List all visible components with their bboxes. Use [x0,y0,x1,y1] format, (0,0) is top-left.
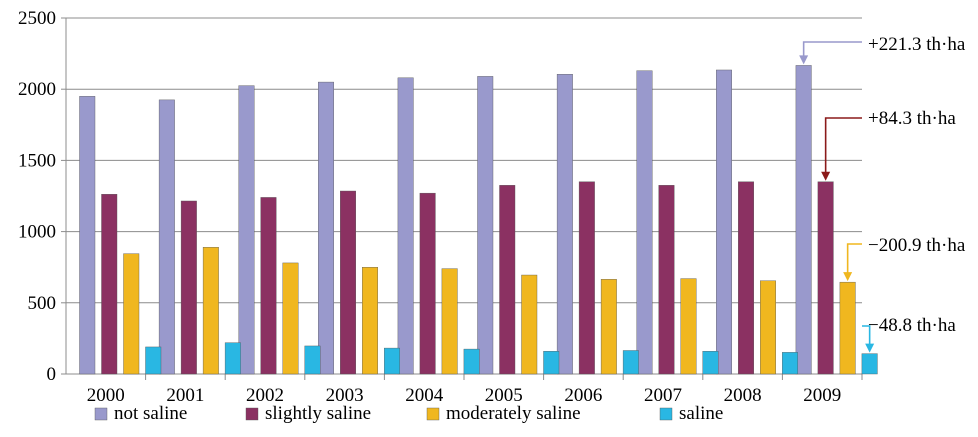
bar-moderately-saline-2008 [760,280,776,375]
bar-slightly-saline-2009 [817,181,834,375]
bar-saline-2001 [224,342,241,375]
bar-slightly-saline-2000 [101,194,118,375]
bar-not-saline-2003 [318,81,334,375]
x-tick-label: 2003 [326,385,364,406]
x-tick-label: 2002 [246,385,284,406]
bar-slightly-saline-2004 [419,192,436,375]
bar-slightly-saline-2001 [180,200,197,375]
x-tick-label: 2009 [803,385,841,406]
y-tick-label: 2500 [18,8,56,29]
bar-not-saline-2005 [477,76,494,375]
y-tick-label: 2000 [18,79,56,100]
bar-not-saline-2004 [397,77,414,375]
legend-label-saline: saline [679,403,723,424]
x-tick-label: 2005 [485,385,523,406]
legend-swatch-slightly-saline [245,407,259,421]
bar-not-saline-2000 [79,96,96,375]
bar-not-saline-2006 [556,74,573,375]
bar-slightly-saline-2002 [260,197,277,375]
x-tick-label: 2004 [405,385,444,406]
annotation-arrow-line [802,41,862,58]
bar-not-saline-2007 [636,70,653,375]
annotation-arrowhead [843,272,853,282]
bar-moderately-saline-2007 [680,278,697,375]
x-tick-label: 2006 [564,385,602,406]
bar-slightly-saline-2003 [340,190,356,375]
legend-label-not-saline: not saline [114,403,187,424]
bar-not-saline-2001 [158,99,175,375]
bar-moderately-saline-2005 [521,274,538,375]
bar-saline-2004 [463,348,480,375]
annotation-arrow-line [862,325,871,346]
legend-swatch-not-saline [94,407,108,421]
bar-saline-2002 [304,345,321,375]
legend-swatch-saline [659,407,673,421]
bar-moderately-saline-2000 [123,253,140,375]
annotation-label: −48.8 th·ha [868,315,956,336]
x-tick-label: 2007 [644,385,682,406]
annotation-label: +84.3 th·ha [868,108,956,129]
bar-saline-2006 [622,350,639,375]
x-tick-label: 2000 [87,385,125,406]
bar-saline-2009 [861,353,878,375]
y-tick-label: 500 [28,293,57,314]
bar-slightly-saline-2005 [499,185,516,375]
annotation-arrowhead [799,55,809,65]
annotation-arrow-line [846,243,862,275]
annotation-label: −200.9 th·ha [868,235,966,256]
bar-slightly-saline-2006 [578,181,595,375]
bar-moderately-saline-2009 [839,281,856,375]
bar-moderately-saline-2001 [202,247,219,375]
bar-slightly-saline-2007 [658,185,675,375]
legend-swatch-moderately-saline [426,407,440,421]
annotation-arrowhead [821,171,831,181]
bar-moderately-saline-2002 [282,262,299,375]
legend-label-slightly-saline: slightly saline [265,403,371,424]
y-tick-label: 1000 [18,222,56,243]
bar-moderately-saline-2006 [600,279,617,375]
y-tick-label: 1500 [18,150,56,171]
tick-labels: 0 500 1000 1500 2000 2500 2000 2001 2002 2003 2004… [18,8,841,406]
legend: not saline slightly saline moderately sali… [94,403,723,424]
bar-saline-2008 [782,352,798,375]
annotation-arrowhead [865,343,875,353]
bar-slightly-saline-2008 [738,181,754,375]
annotations: +221.3 th·ha +84.3 th·ha −200.9 th·ha −48.8… [799,34,966,353]
bar-saline-2000 [145,346,162,375]
bar-saline-2007 [702,351,719,375]
bar-moderately-saline-2004 [441,268,458,375]
annotation-label: +221.3 th·ha [868,34,966,55]
bar-not-saline-2008 [716,69,732,375]
legend-label-moderately-saline: moderately saline [446,403,581,424]
y-tick-label: 0 [47,364,57,385]
bar-not-saline-2002 [238,85,255,375]
annotation-arrow-line [824,117,862,174]
bar-moderately-saline-2003 [362,267,378,375]
bar-saline-2005 [543,351,560,375]
bar-not-saline-2009 [795,65,812,375]
bar-saline-2003 [384,347,400,375]
bars [79,65,878,375]
x-tick-label: 2001 [166,385,204,406]
x-tick-label: 2008 [724,385,762,406]
